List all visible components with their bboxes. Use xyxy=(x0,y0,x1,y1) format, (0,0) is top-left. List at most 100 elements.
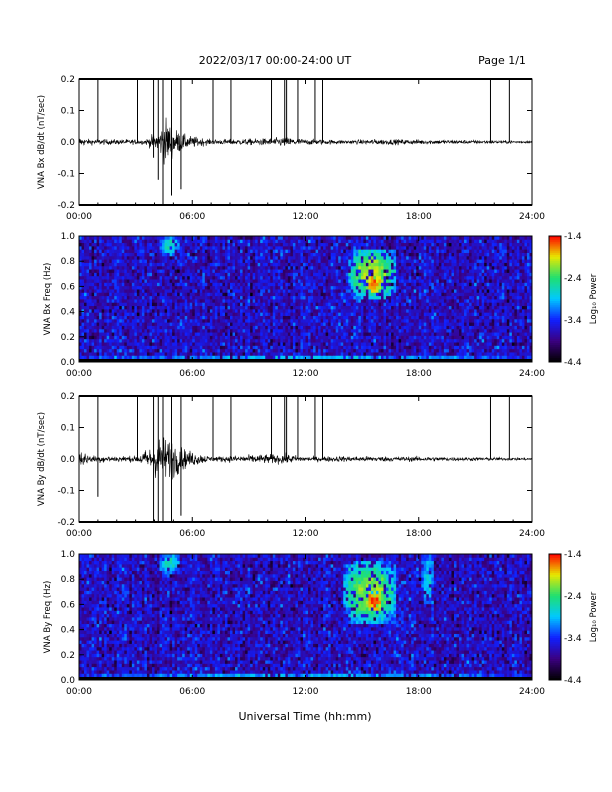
spectrogram-cell xyxy=(116,335,120,340)
spectrogram-cell xyxy=(260,259,264,263)
spectrogram-cell xyxy=(313,318,316,323)
spectrogram-cell xyxy=(373,285,377,290)
spectrogram-cell xyxy=(350,335,354,340)
spectrogram-cell xyxy=(320,239,324,244)
spectrogram-cell xyxy=(116,318,120,323)
spectrogram-cell xyxy=(328,348,332,353)
spectrogram-cell xyxy=(302,325,306,330)
spectrogram-cell xyxy=(121,239,125,244)
spectrogram-cell xyxy=(187,236,191,240)
spectrogram-cell xyxy=(338,242,342,247)
spectrogram-cell xyxy=(131,342,135,346)
spectrogram-cell xyxy=(230,325,233,330)
spectrogram-cell xyxy=(378,279,382,283)
spectrogram-cell xyxy=(192,285,196,290)
spectrogram-cell xyxy=(257,289,261,293)
spectrogram-cell xyxy=(129,312,133,316)
spectrogram-cell xyxy=(207,312,211,316)
spectrogram-cell xyxy=(81,262,85,267)
spectrogram-cell xyxy=(139,355,143,360)
spectrogram-cell xyxy=(109,342,113,346)
spectrogram-cell xyxy=(310,328,314,333)
spectrogram-cell xyxy=(333,289,337,293)
spectrogram-cell xyxy=(393,302,397,307)
spectrogram-cell xyxy=(396,236,400,240)
spectrogram-cell xyxy=(345,308,349,313)
spectrogram-cell xyxy=(167,325,170,330)
spectrogram-cell xyxy=(320,328,324,333)
spectrogram-cell xyxy=(204,249,208,253)
spectrogram-cell xyxy=(230,239,233,244)
spectrogram-cell xyxy=(381,265,384,270)
spectrogram-cell xyxy=(121,352,125,356)
spectrogram-cell xyxy=(119,312,123,316)
spectrogram-cell xyxy=(338,289,342,293)
spectrogram-cell xyxy=(365,302,369,307)
spectrogram-cell xyxy=(124,342,128,346)
spectrogram-cell xyxy=(247,355,251,360)
spectrogram-cell xyxy=(224,292,228,297)
spectrogram-cell xyxy=(260,355,264,360)
spectrogram-cell xyxy=(194,239,198,244)
spectrogram-cell xyxy=(149,249,153,253)
spectrogram-cell xyxy=(207,249,211,253)
spectrogram-cell xyxy=(237,328,241,333)
spectrogram-cell xyxy=(325,272,329,277)
spectrogram-cell xyxy=(126,272,130,277)
spectrogram-cell xyxy=(101,292,105,297)
spectrogram-cell xyxy=(172,236,176,240)
spectrogram-cell xyxy=(287,259,291,263)
spectrogram-cell xyxy=(290,335,294,340)
spectrogram-cell xyxy=(177,272,181,277)
spectrogram-cell xyxy=(91,325,95,330)
spectrogram-cell xyxy=(162,348,165,353)
spectrogram-cell xyxy=(320,325,324,330)
spectrogram-cell xyxy=(194,236,198,240)
spectrogram-cell xyxy=(89,299,92,303)
spectrogram-cell xyxy=(345,352,349,356)
spectrogram-cell xyxy=(378,265,382,270)
spectrogram-cell xyxy=(199,342,203,346)
spectrogram-cell xyxy=(378,345,382,350)
spectrogram-cell xyxy=(209,338,213,343)
spectrogram-cell xyxy=(174,289,178,293)
spectrogram-cell xyxy=(255,332,259,336)
spectrogram-cell xyxy=(214,265,218,270)
spectrogram-cell xyxy=(250,335,254,340)
spectrogram-cell xyxy=(338,299,342,303)
spectrogram-cell xyxy=(202,269,206,273)
spectrogram-cell xyxy=(240,252,243,257)
spectrogram-cell xyxy=(340,259,344,263)
spectrogram-cell xyxy=(157,335,160,340)
spectrogram-cell xyxy=(282,325,286,330)
spectrogram-cell xyxy=(365,272,369,277)
spectrogram-cell xyxy=(275,242,279,247)
spectrogram-cell xyxy=(109,318,113,323)
spectrogram-cell xyxy=(204,322,208,326)
spectrogram-cell xyxy=(338,252,342,257)
spectrogram-cell xyxy=(179,299,183,303)
spectrogram-cell xyxy=(330,342,334,346)
spectrogram-cell xyxy=(323,285,327,290)
spectrogram-cell xyxy=(86,322,90,326)
spectrogram-cell xyxy=(119,305,123,310)
spectrogram-cell xyxy=(257,299,261,303)
spectrogram-cell xyxy=(169,249,173,253)
spectrogram-cell xyxy=(275,348,279,353)
spectrogram-cell xyxy=(383,259,387,263)
spectrogram-cell xyxy=(144,289,148,293)
spectrogram-cell xyxy=(172,275,176,280)
spectrogram-cell xyxy=(370,315,374,320)
spectrogram-cell xyxy=(227,312,231,316)
spectrogram-cell xyxy=(202,292,206,297)
spectrogram-cell xyxy=(280,312,284,316)
spectrogram-cell xyxy=(398,332,402,336)
spectrogram-cell xyxy=(257,328,261,333)
spectrogram-cell xyxy=(335,242,339,247)
spectrogram-cell xyxy=(401,322,405,326)
spectrogram-cell xyxy=(388,342,392,346)
spectrogram-cell xyxy=(333,328,337,333)
spectrogram-cell xyxy=(250,259,254,263)
spectrogram-cell xyxy=(96,332,100,336)
spectrogram-cell xyxy=(157,279,160,283)
